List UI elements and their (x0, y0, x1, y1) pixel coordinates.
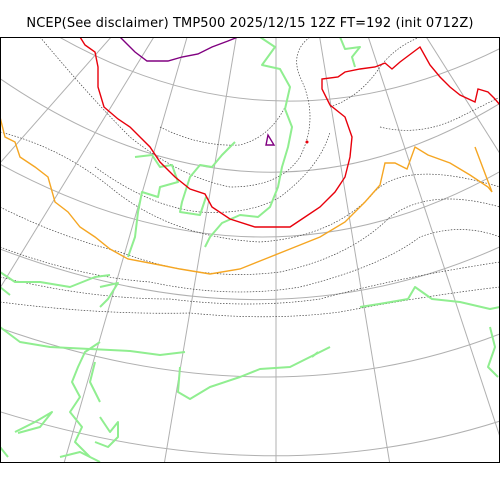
latitude-lines (0, 37, 500, 457)
contour-red (79, 37, 500, 228)
map-frame (0, 37, 500, 463)
contour-orange (0, 116, 493, 275)
chart-title: NCEP(See disclaimer) TMP500 2025/12/15 1… (26, 16, 474, 31)
longitude-lines (0, 37, 500, 463)
contour-purple (119, 37, 276, 146)
map-canvas (0, 37, 500, 463)
map-panel (0, 37, 500, 463)
low-marker (305, 140, 309, 144)
isotherm-dotted-lines (0, 37, 500, 318)
coastlines (0, 37, 500, 463)
